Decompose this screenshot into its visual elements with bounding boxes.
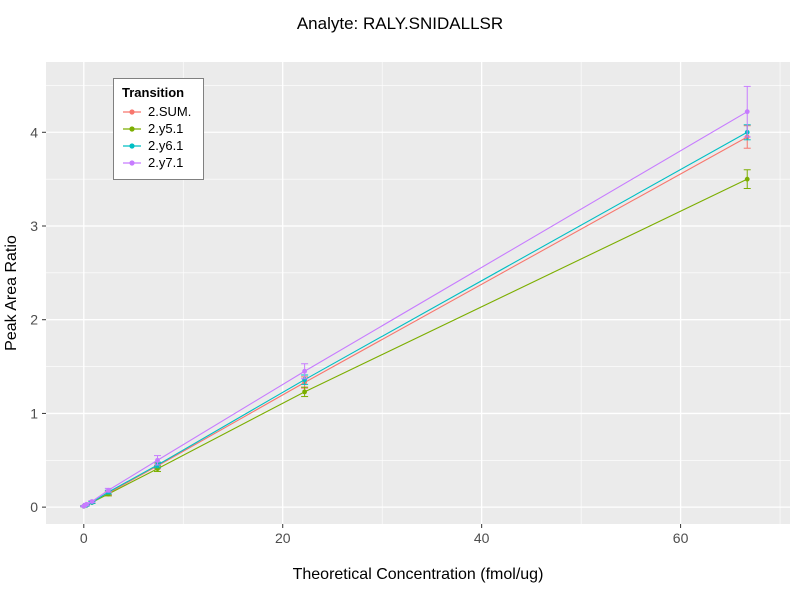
y-axis-label: Peak Area Ratio	[3, 235, 20, 351]
data-point	[89, 499, 95, 504]
data-point	[302, 389, 308, 395]
legend-item-label: 2.y6.1	[148, 138, 184, 153]
x-tick-label: 40	[474, 530, 490, 546]
legend-key-icon	[123, 142, 141, 149]
x-tick-label: 20	[275, 530, 291, 546]
data-point	[302, 368, 308, 374]
data-point	[105, 487, 111, 493]
x-axis-label: Theoretical Concentration (fmol/ug)	[292, 566, 544, 583]
legend-item: 2.y7.1	[122, 154, 191, 171]
legend-item-label: 2.y7.1	[148, 155, 184, 170]
y-tick-label: 2	[30, 312, 38, 328]
y-tick-label: 3	[30, 218, 38, 234]
data-point	[155, 457, 160, 463]
legend-item-label: 2.SUM.	[148, 104, 192, 119]
y-tick-label: 4	[30, 124, 38, 140]
data-point	[84, 501, 89, 507]
data-point	[744, 176, 750, 182]
legend-item: 2.y6.1	[122, 137, 191, 154]
legend-item: 2.SUM.	[122, 103, 191, 120]
legend-items: 2.SUM. 2.y5.1 2.y6.1 2.y7.1	[122, 103, 191, 171]
chart-title: Analyte: RALY.SNIDALLSR	[296, 14, 504, 33]
x-tick-label: 0	[80, 530, 88, 546]
data-point	[744, 109, 750, 115]
x-tick-label: 60	[673, 530, 689, 546]
y-tick-label: 1	[30, 405, 38, 421]
legend-item: 2.y5.1	[122, 120, 191, 137]
legend-key-icon	[123, 125, 141, 132]
y-tick-label: 0	[30, 499, 38, 515]
legend-key-icon	[123, 108, 141, 115]
legend-title: Transition	[122, 85, 185, 100]
legend: Transition 2.SUM. 2.y5.1 2.y6.1 2.y7.1	[113, 78, 205, 180]
legend-item-label: 2.y5.1	[148, 121, 184, 136]
legend-key-icon	[123, 159, 141, 166]
